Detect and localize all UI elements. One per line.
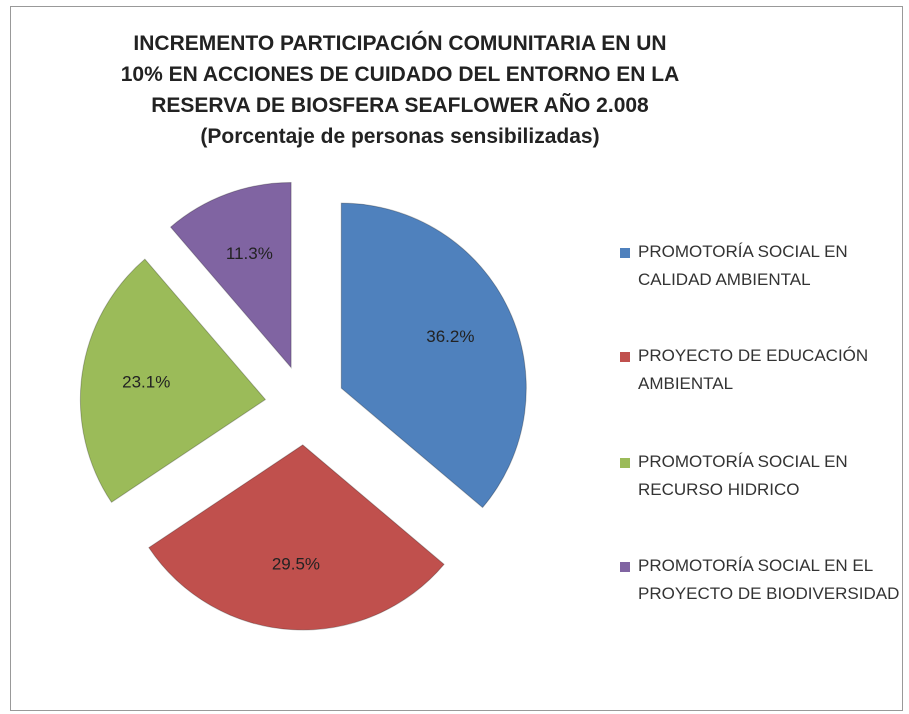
legend-swatch (620, 248, 630, 258)
chart-frame (10, 6, 903, 711)
legend-label: PROMOTORÍA SOCIAL EN EL PROYECTO DE BIOD… (638, 556, 900, 603)
legend-label: PROMOTORÍA SOCIAL EN RECURSO HIDRICO (638, 452, 848, 499)
pie-slice (79, 258, 267, 503)
legend-label: PROYECTO DE EDUCACIÓN AMBIENTAL (638, 346, 869, 393)
data-label: 11.3% (226, 244, 273, 263)
chart-title-block: INCREMENTO PARTICIPACIÓN COMUNITARIA EN … (120, 28, 680, 152)
data-label: 36.2% (426, 327, 474, 346)
legend-swatch (620, 352, 630, 362)
chart-subtitle: (Porcentaje de personas sensibilizadas) (200, 125, 600, 148)
pie-slice (169, 181, 292, 369)
data-label: 23.1% (122, 373, 170, 392)
legend-swatch (620, 458, 630, 468)
pie-slice (340, 202, 527, 509)
legend-label: PROMOTORÍA SOCIAL EN CALIDAD AMBIENTAL (638, 242, 848, 289)
chart-title: INCREMENTO PARTICIPACIÓN COMUNITARIA EN … (120, 32, 680, 117)
pie-slice (148, 444, 445, 631)
legend-swatch (620, 562, 630, 572)
data-label: 29.5% (272, 554, 320, 573)
